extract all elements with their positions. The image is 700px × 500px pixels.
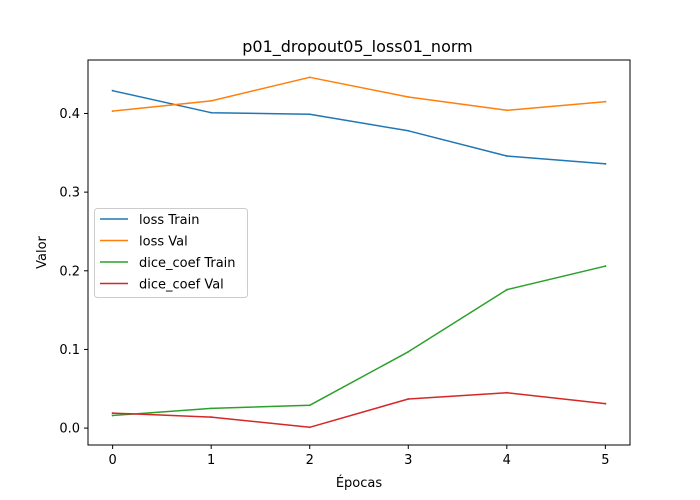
data-point (604, 402, 607, 405)
series-line-3 (111, 391, 607, 429)
data-point (308, 76, 311, 79)
data-point (210, 407, 213, 410)
series-lines (111, 76, 607, 429)
data-point (111, 412, 114, 415)
data-point (604, 162, 607, 165)
plot-frame (87, 59, 631, 446)
x-tick-label: 3 (404, 453, 412, 468)
x-tick-label: 5 (601, 453, 609, 468)
y-tick-label: 0.2 (59, 264, 80, 279)
data-point (505, 109, 508, 112)
chart-title: p01_dropout05_loss01_norm (242, 37, 472, 57)
legend-entry: dice_coef Train (139, 256, 236, 271)
y-axis-label: Valor (35, 235, 50, 268)
legend-entry: dice_coef Val (139, 278, 224, 293)
data-point (210, 416, 213, 418)
data-point (210, 111, 213, 114)
x-tick-label: 0 (108, 453, 116, 468)
data-point (111, 414, 114, 417)
data-point (407, 350, 410, 353)
data-point (505, 391, 508, 394)
data-point (308, 113, 311, 116)
x-tick-label: 2 (306, 453, 314, 468)
data-point (210, 99, 213, 102)
y-tick-label: 0.1 (59, 343, 80, 358)
y-tick-label: 0.4 (59, 107, 80, 122)
data-point (407, 96, 410, 98)
data-point (604, 100, 607, 103)
data-point (308, 404, 311, 407)
legend: loss Train loss Val dice_coef Train dice_co… (94, 208, 248, 298)
data-point (505, 155, 508, 157)
data-point (308, 426, 311, 429)
data-point (407, 129, 410, 132)
y-tick-label: 0.0 (59, 422, 80, 437)
series-line-1 (111, 76, 607, 112)
legend-entry: loss Train (139, 213, 199, 228)
x-tick-label: 4 (503, 453, 511, 468)
x-axis: 0 1 2 3 4 5 (108, 445, 610, 468)
x-axis-label: Épocas (336, 475, 383, 491)
series-line-2 (111, 265, 607, 417)
x-tick-label: 1 (207, 453, 215, 468)
series-line-0 (111, 89, 607, 165)
data-point (111, 110, 114, 113)
data-point (407, 398, 410, 400)
data-point (604, 265, 607, 267)
data-point (111, 89, 114, 92)
data-point (505, 288, 508, 291)
legend-box (94, 208, 248, 298)
y-tick-label: 0.3 (59, 186, 80, 201)
legend-entry: loss Val (139, 235, 188, 250)
y-axis: 0.0 0.1 0.2 0.3 0.4 (59, 107, 88, 437)
